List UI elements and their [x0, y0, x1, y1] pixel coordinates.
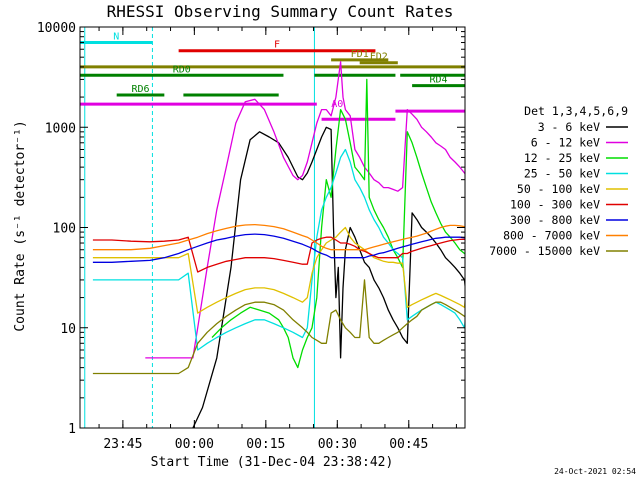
legend-label-12-25-kev: 12 - 25 keV: [524, 151, 600, 165]
state-label-rd6: RD6: [131, 84, 149, 95]
series-line-7000-15000-kev: [92, 279, 465, 375]
y-tick-label-10000: 10000: [37, 21, 76, 36]
state-label-n: N: [113, 32, 119, 43]
state-label-rd4: RD4: [430, 75, 448, 86]
legend-label-7000-15000-kev: 7000 - 15000 keV: [489, 244, 600, 258]
x-axis-label: Start Time (31-Dec-04 23:38:42): [151, 455, 394, 470]
legend-label-50-100-kev: 50 - 100 keV: [517, 182, 600, 196]
state-label-fd2: FD2: [370, 52, 388, 63]
x-tick-label-00-30: 00:30: [318, 437, 357, 452]
x-tick-label-00-00: 00:00: [175, 437, 214, 452]
legend-label-6-12-kev: 6 - 12 keV: [531, 136, 600, 150]
footer-timestamp: 24-Oct-2021 02:54: [554, 467, 636, 476]
y-axis-label: Count Rate (s⁻¹ detector⁻¹): [13, 120, 28, 331]
state-label-rd0: RD0: [173, 64, 191, 75]
legend-label-100-300-kev: 100 - 300 keV: [510, 198, 600, 212]
y-tick-label-10: 10: [60, 322, 76, 337]
y-tick-label-1000: 1000: [45, 121, 76, 136]
series-line-3-6-kev: [190, 126, 465, 428]
x-tick-label-00-45: 00:45: [389, 437, 428, 452]
x-axis: 23:45 00:00 00:15 00:30 00:45: [98, 27, 457, 452]
series-line-12-25-kev: [211, 78, 465, 369]
plot-frame: [79, 26, 466, 429]
x-tick-label-00-15: 00:15: [246, 437, 285, 452]
chart-title: RHESSI Observing Summary Count Rates: [107, 2, 454, 21]
legend-label-25-50-kev: 25 - 50 keV: [524, 167, 600, 181]
series-line-100-300-kev: [92, 236, 465, 273]
legend-label-3-6-kev: 3 - 6 keV: [538, 120, 600, 134]
state-label-f: F: [274, 40, 280, 51]
x-tick-label-23-45: 23:45: [103, 437, 142, 452]
legend-label-800-7000-kev: 800 - 7000 keV: [503, 229, 600, 243]
y-axis: 1 10 100 1000 10000: [37, 21, 465, 437]
series-line-800-7000-kev: [92, 223, 465, 251]
plot-area: N F FD1 FD2 RD0 RD4 RD6 A0: [80, 27, 465, 428]
y-tick-label-100: 100: [53, 222, 76, 237]
state-label-a0: A0: [331, 99, 343, 110]
series-line-25-50-kev: [92, 148, 465, 351]
series-line-300-800-kev: [92, 233, 465, 263]
series-line-50-100-kev: [92, 226, 465, 314]
y-tick-label-1: 1: [68, 422, 76, 437]
series-line-6-12-kev: [145, 61, 465, 359]
state-label-fd1: FD1: [351, 49, 369, 60]
legend-title: Det 1,3,4,5,6,9: [524, 104, 628, 118]
legend-label-300-800-kev: 300 - 800 keV: [510, 213, 600, 227]
